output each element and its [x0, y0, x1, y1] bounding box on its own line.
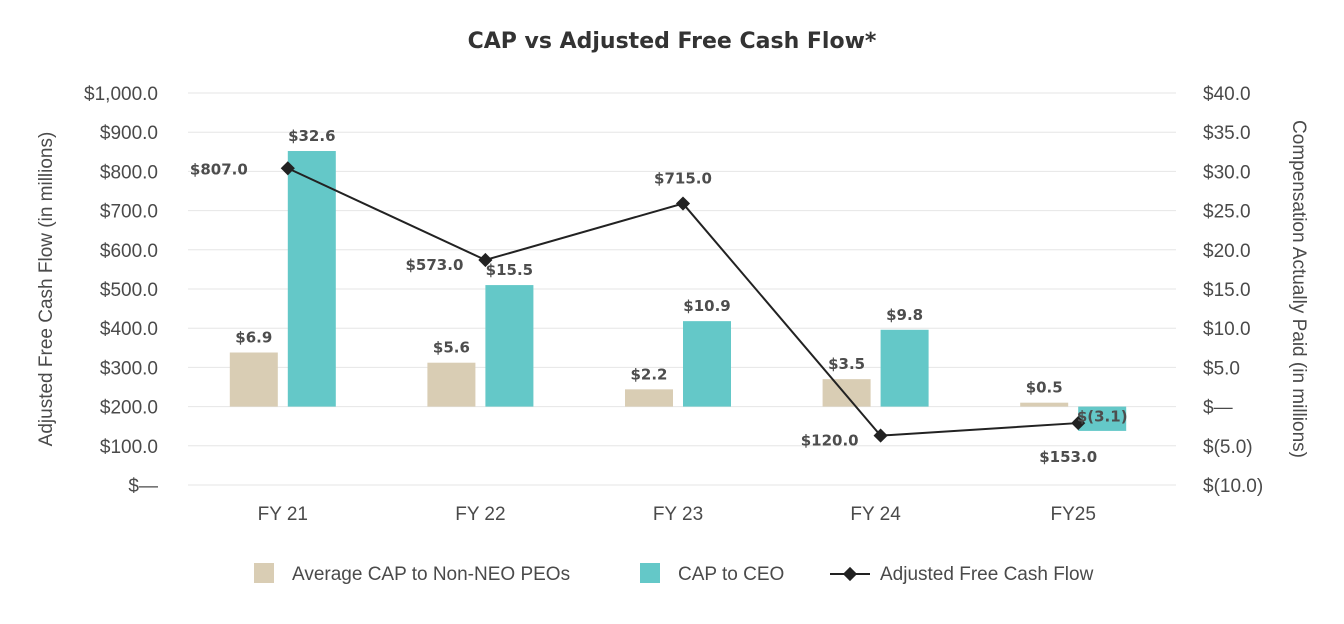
fcf-marker [1071, 415, 1086, 431]
gridlines [188, 92, 1176, 486]
legend-label-ceo: CAP to CEO [678, 564, 784, 585]
label-ceo: $32.6 [288, 127, 335, 145]
left-tick-label: $700.0 [100, 202, 158, 223]
label-non-neo: $0.5 [1026, 379, 1063, 397]
right-axis-ticks: $(10.0) $(5.0) $— $5.0 $10.0 $15.0 $20.0 $25.0 $… [1203, 84, 1263, 497]
fcf-marker [280, 161, 295, 176]
left-tick-label: $— [128, 476, 158, 497]
category-label: FY 22 [455, 504, 505, 525]
bar-ceo [287, 151, 336, 407]
right-tick-label: $10.0 [1203, 319, 1251, 340]
bar-non-neo [229, 352, 278, 407]
fcf-marker [675, 196, 691, 211]
category-label: FY 24 [850, 504, 901, 525]
category-label: FY 23 [653, 504, 703, 525]
label-fcf: $120.0 [801, 432, 859, 450]
label-ceo: $10.9 [683, 297, 730, 315]
right-tick-label: $(10.0) [1203, 476, 1263, 497]
label-ceo: $9.8 [886, 306, 923, 324]
legend: Average CAP to Non-NEO PEOs CAP to CEO A… [254, 563, 1094, 585]
left-tick-label: $300.0 [100, 358, 158, 379]
right-tick-label: $30.0 [1203, 162, 1251, 183]
fcf-marker [873, 428, 888, 443]
label-non-neo: $3.5 [828, 355, 865, 373]
legend-label-fcf: Adjusted Free Cash Flow [880, 564, 1094, 585]
right-axis-title: Compensation Actually Paid (in millions) [1288, 120, 1309, 458]
label-non-neo: $6.9 [235, 329, 272, 347]
bar-non-neo [822, 379, 871, 407]
bar-ceo [683, 321, 731, 407]
bar-ceo [880, 329, 929, 407]
label-non-neo: $5.6 [433, 339, 470, 357]
right-tick-label: $5.0 [1203, 358, 1240, 379]
right-tick-label: $25.0 [1203, 202, 1251, 223]
right-tick-label: $— [1203, 398, 1233, 419]
left-tick-label: $100.0 [100, 437, 158, 458]
label-non-neo: $2.2 [630, 365, 667, 383]
label-ceo: $(3.1) [1077, 408, 1128, 426]
label-fcf: $153.0 [1039, 448, 1097, 466]
category-labels: FY 21 FY 22 FY 23 FY 24 FY25 [258, 504, 1096, 525]
category-label: FY 21 [258, 504, 308, 525]
fcf-line [280, 161, 1086, 443]
left-tick-label: $900.0 [100, 123, 158, 144]
data-labels: $6.9 $32.6 $5.6 $15.5 $2.2 $10.9 $3.5 $9.8 $0.5 $… [190, 127, 1128, 466]
left-tick-label: $1,000.0 [84, 84, 158, 105]
left-tick-label: $400.0 [100, 319, 158, 340]
legend-swatch-non-neo [254, 563, 274, 583]
label-fcf: $807.0 [190, 160, 248, 178]
bar-non-neo [625, 389, 673, 407]
label-fcf: $573.0 [406, 256, 464, 274]
category-label: FY25 [1050, 504, 1095, 525]
fcf-marker [478, 252, 493, 268]
bars [229, 151, 1127, 431]
right-tick-label: $20.0 [1203, 241, 1251, 262]
left-tick-label: $200.0 [100, 398, 158, 419]
left-axis-ticks: $— $100.0 $200.0 $300.0 $400.0 $500.0 $600.0 $7… [84, 84, 158, 497]
right-tick-label: $35.0 [1203, 123, 1251, 144]
right-tick-label: $40.0 [1203, 84, 1251, 105]
chart-title: CAP vs Adjusted Free Cash Flow* [468, 29, 877, 54]
bar-ceo [485, 285, 534, 407]
left-tick-label: $600.0 [100, 241, 158, 262]
left-tick-label: $800.0 [100, 162, 158, 183]
legend-swatch-ceo [640, 563, 660, 583]
legend-marker-fcf [842, 566, 858, 582]
bar-ceo [1078, 406, 1127, 431]
right-tick-label: $15.0 [1203, 280, 1251, 301]
label-ceo: $15.5 [486, 261, 533, 279]
bar-non-neo [427, 362, 476, 407]
left-axis-title: Adjusted Free Cash Flow (in millions) [36, 132, 57, 447]
right-tick-label: $(5.0) [1203, 437, 1253, 458]
bar-non-neo [1020, 402, 1069, 407]
legend-label-non-neo: Average CAP to Non-NEO PEOs [292, 564, 570, 585]
left-tick-label: $500.0 [100, 280, 158, 301]
label-fcf: $715.0 [654, 170, 712, 188]
